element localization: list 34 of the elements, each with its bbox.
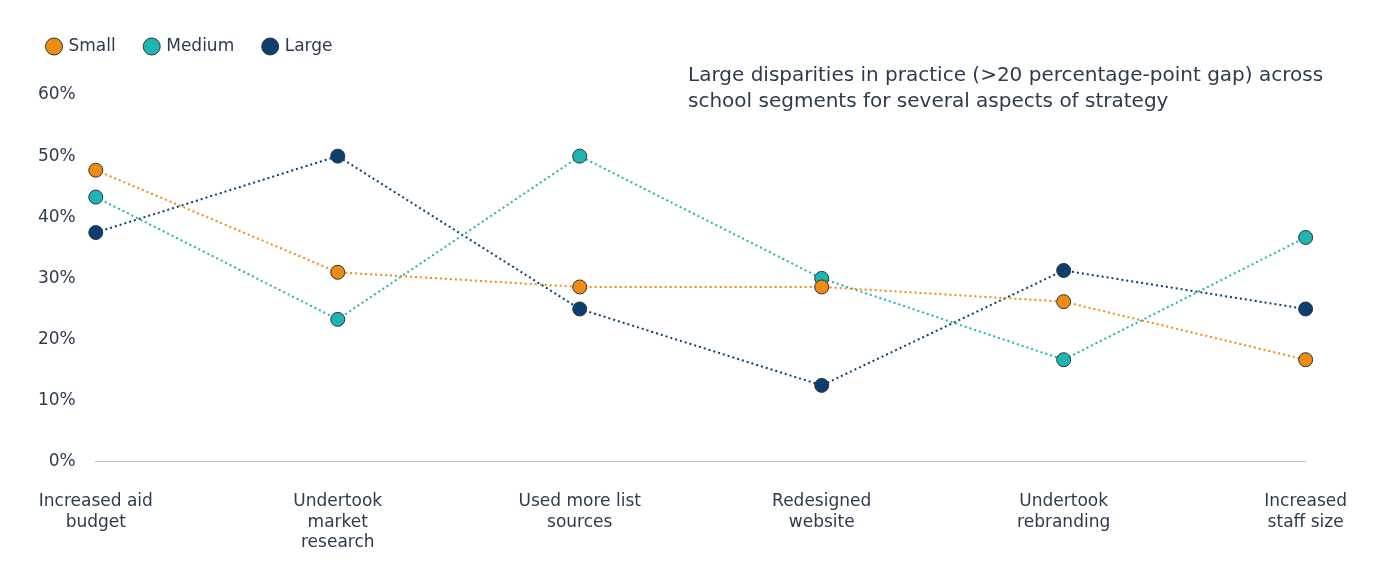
point: [1298, 301, 1314, 317]
x-tick-label: Increased aid budget: [38, 490, 153, 531]
x-tick-label: Increased staff size: [1264, 490, 1347, 531]
legend-label: Medium: [166, 34, 235, 55]
point: [814, 377, 830, 393]
point: [1298, 352, 1314, 368]
point: [88, 189, 104, 205]
point: [572, 301, 588, 317]
y-tick-label: 10%: [37, 389, 76, 410]
x-tick-label: Used more list sources: [518, 490, 642, 531]
point: [572, 148, 588, 164]
y-tick-label: 0%: [48, 450, 76, 471]
point: [88, 225, 104, 241]
point: [1056, 262, 1072, 278]
point: [572, 279, 588, 295]
legend-label: Small: [68, 34, 116, 55]
point: [1056, 294, 1072, 310]
x-tick-label: Redesigned website: [772, 490, 872, 531]
y-tick-label: 40%: [37, 205, 76, 226]
y-tick-label: 20%: [37, 327, 76, 348]
point: [814, 279, 830, 295]
point: [1298, 229, 1314, 245]
legend-label: Large: [284, 34, 333, 55]
y-tick-label: 30%: [37, 266, 76, 287]
point: [88, 162, 104, 178]
annotation: Large disparities in practice (>20 percentage-point gap) across school segments for several aspects of strategy: [688, 62, 1324, 113]
x-tick-label: Undertook market research: [293, 490, 383, 552]
point: [330, 264, 346, 280]
x-tick-label: Undertook rebranding: [1017, 490, 1111, 531]
y-tick-label: 60%: [37, 83, 76, 104]
y-tick-label: 50%: [37, 144, 76, 165]
point: [330, 148, 346, 164]
point: [1056, 352, 1072, 368]
point: [330, 311, 346, 327]
